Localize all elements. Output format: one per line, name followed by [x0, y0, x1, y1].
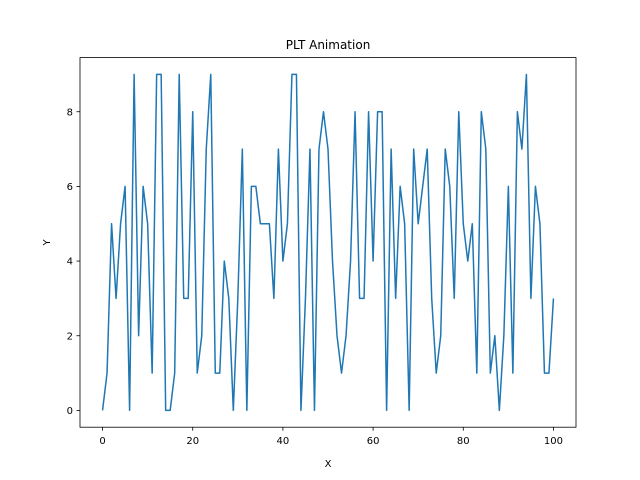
x-tick-label: 20 [186, 436, 199, 447]
y-tick-label: 4 [67, 257, 73, 268]
x-tick-label: 100 [544, 436, 563, 447]
x-tick-label: 80 [457, 436, 470, 447]
plot-area [101, 73, 555, 412]
y-tick-label: 6 [67, 182, 73, 193]
y-tick-label: 8 [67, 107, 73, 118]
y-axis-ticks: 0 2 4 6 8 [67, 107, 80, 417]
x-axis-label: X [325, 459, 332, 470]
x-axis-ticks: 0 20 40 60 80 100 [99, 427, 563, 447]
y-axis-label: Y [42, 238, 53, 246]
y-tick-label: 0 [67, 406, 73, 417]
x-tick-label: 40 [277, 436, 290, 447]
chart-title: PLT Animation [286, 38, 371, 52]
series-line-0 [101, 73, 555, 412]
axes-frame [79, 57, 577, 428]
x-tick-label: 60 [367, 436, 380, 447]
x-tick-label: 0 [99, 436, 105, 447]
y-tick-label: 2 [67, 331, 73, 342]
